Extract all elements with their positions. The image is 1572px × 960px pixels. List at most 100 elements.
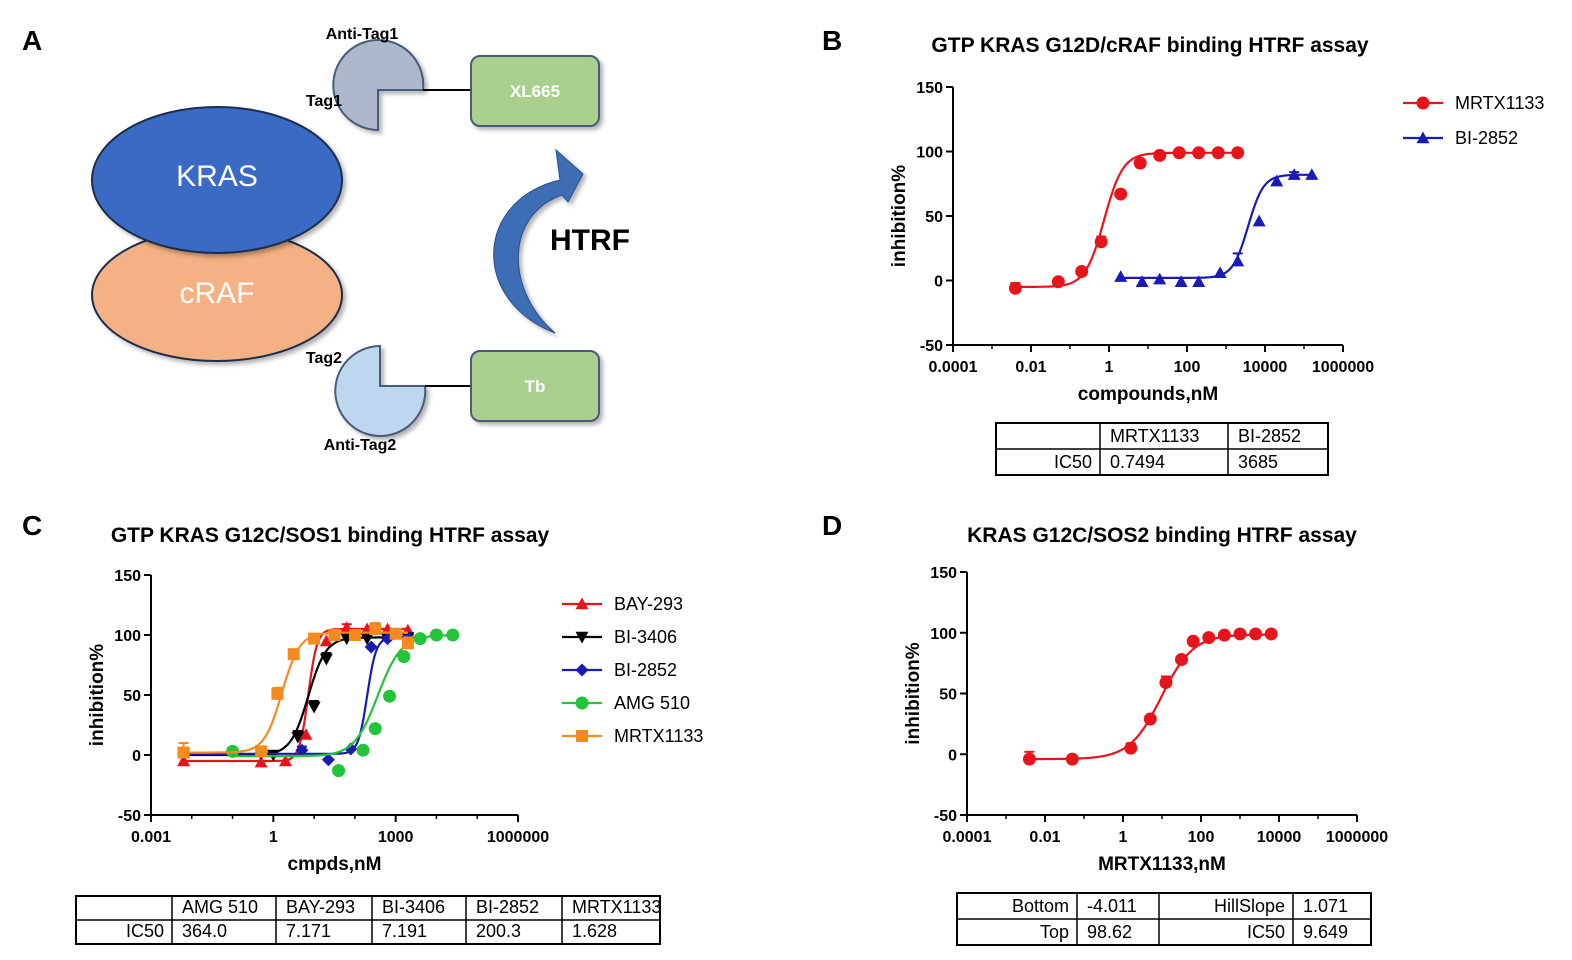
chart-c-table: IC50 AMG 510 364.0 BAY-293 7.171 BI-3406 7.191… [75, 895, 661, 945]
data-point [1159, 676, 1173, 690]
data-point [1287, 168, 1301, 180]
anti-tag1-label: Anti-Tag1 [326, 26, 399, 43]
chart-c-title: GTP KRAS G12C/SOS1 binding HTRF assay [111, 524, 550, 547]
series-mrtx1133 [1022, 627, 1278, 766]
table-cell: MRTX1133 [572, 897, 661, 917]
series-bi-2852 [1114, 168, 1319, 287]
chart-b-plot: 150 100 50 0 -50 0.0001 0.01 1 100 10000 1000000 co… [889, 80, 1374, 405]
table-cell: 3685 [1238, 452, 1278, 472]
x-tick-label: 0.01 [1015, 359, 1046, 376]
y-tick-label: 100 [916, 145, 943, 162]
data-point [1213, 266, 1227, 278]
data-point [1174, 275, 1188, 287]
y-tick-label: 150 [916, 80, 943, 97]
anti-tag2-shape [334, 344, 427, 437]
data-point [369, 623, 382, 635]
panel-c: C GTP KRAS G12C/SOS1 binding HTRF assay … [22, 510, 703, 945]
data-point [1305, 168, 1319, 180]
table-cell: BI-3406 [382, 897, 445, 917]
data-point [299, 728, 313, 740]
data-point [177, 746, 190, 759]
data-point [1202, 631, 1216, 645]
x-tick-label: 0.001 [131, 829, 171, 846]
y-axis-label: inhibition% [903, 642, 924, 744]
legend-marker [1416, 96, 1430, 110]
data-point [360, 633, 374, 646]
data-point [1133, 156, 1147, 170]
y-tick-label: -50 [118, 808, 141, 825]
data-point [271, 687, 284, 700]
tag1-label: Tag1 [306, 93, 342, 110]
data-point [1231, 254, 1245, 267]
legend-item: BI-2852 [562, 660, 677, 680]
legend-item: BAY-293 [562, 594, 683, 614]
x-tick-label: 1 [1105, 359, 1114, 376]
anti-tag1-shape [332, 39, 425, 132]
x-axis-label: cmpds,nM [288, 854, 382, 875]
table-cell: 98.62 [1087, 922, 1132, 942]
data-point [348, 629, 361, 641]
data-point [1172, 146, 1186, 160]
legend-marker [575, 696, 589, 710]
x-tick-label: 100 [1188, 829, 1215, 846]
data-point [1192, 275, 1206, 287]
legend-item: BI-2852 [1403, 128, 1518, 148]
table-cell: 7.171 [286, 921, 331, 941]
table-cell: IC50 [1054, 452, 1092, 472]
xl665-box [470, 55, 600, 127]
y-axis-label: inhibition% [889, 165, 910, 267]
x-tick-label: 0.01 [1029, 829, 1060, 846]
chart-b-legend: MRTX1133 BI-2852 [1403, 93, 1544, 148]
series-amg-510 [226, 628, 460, 778]
table-cell: HillSlope [1214, 896, 1285, 916]
data-point [1114, 270, 1128, 282]
data-point [389, 627, 402, 640]
data-point [295, 743, 309, 757]
legend-marker [575, 597, 589, 610]
data-point [1217, 628, 1231, 642]
data-point [1175, 652, 1188, 666]
y-tick-label: 150 [930, 565, 957, 582]
htrf-arrow-icon [493, 148, 584, 334]
y-axis-label: inhibition% [87, 644, 108, 746]
y-tick-label: 0 [948, 747, 957, 764]
legend-label: BI-3406 [614, 627, 677, 647]
table-cell: 7.191 [382, 921, 427, 941]
panel-b-letter: B [822, 25, 842, 56]
data-point [1231, 146, 1245, 160]
table-cell: 200.3 [476, 921, 521, 941]
fit-curve [1029, 633, 1272, 761]
table-cell: 1.071 [1303, 896, 1348, 916]
chart-c-legend: BAY-293 BI-3406 BI-2852 AMG 510 MRTX1133 [562, 594, 703, 746]
kras-ellipse [91, 106, 343, 254]
tag2-label: Tag2 [306, 350, 342, 367]
data-point [319, 634, 333, 647]
legend-item: MRTX1133 [1403, 93, 1544, 113]
data-point [401, 637, 414, 650]
data-point [1143, 712, 1157, 726]
table-cell: MRTX1133 [1110, 426, 1199, 446]
data-point [1153, 148, 1167, 162]
x-tick-label: 1000000 [1312, 359, 1374, 376]
legend-item: MRTX1133 [562, 726, 703, 746]
y-tick-label: 0 [934, 274, 943, 291]
tb-label: Tb [525, 377, 546, 396]
data-point [1051, 275, 1065, 289]
xl665-label: XL665 [510, 82, 560, 101]
legend-marker [576, 730, 588, 742]
chart-d-table: Bottom Top -4.011 98.62 HillSlope IC50 1.071 9.… [956, 892, 1372, 946]
table-cell: 0.7494 [1110, 452, 1165, 472]
data-point [1233, 627, 1247, 641]
y-tick-label: 50 [939, 687, 957, 704]
x-tick-label: 1 [269, 829, 278, 846]
data-point [1075, 264, 1089, 278]
x-tick-label: 10000 [1243, 359, 1288, 376]
y-tick-label: -50 [934, 808, 957, 825]
data-point [368, 722, 382, 736]
x-tick-label: 1000000 [1326, 829, 1388, 846]
x-tick-label: 0.0001 [929, 359, 978, 376]
data-point [287, 648, 300, 661]
chart-d-plot: 150 100 50 0 -50 0.0001 0.01 1 100 10000 1000000 MR… [903, 565, 1388, 875]
data-point [328, 629, 341, 641]
y-tick-label: 50 [123, 688, 141, 705]
